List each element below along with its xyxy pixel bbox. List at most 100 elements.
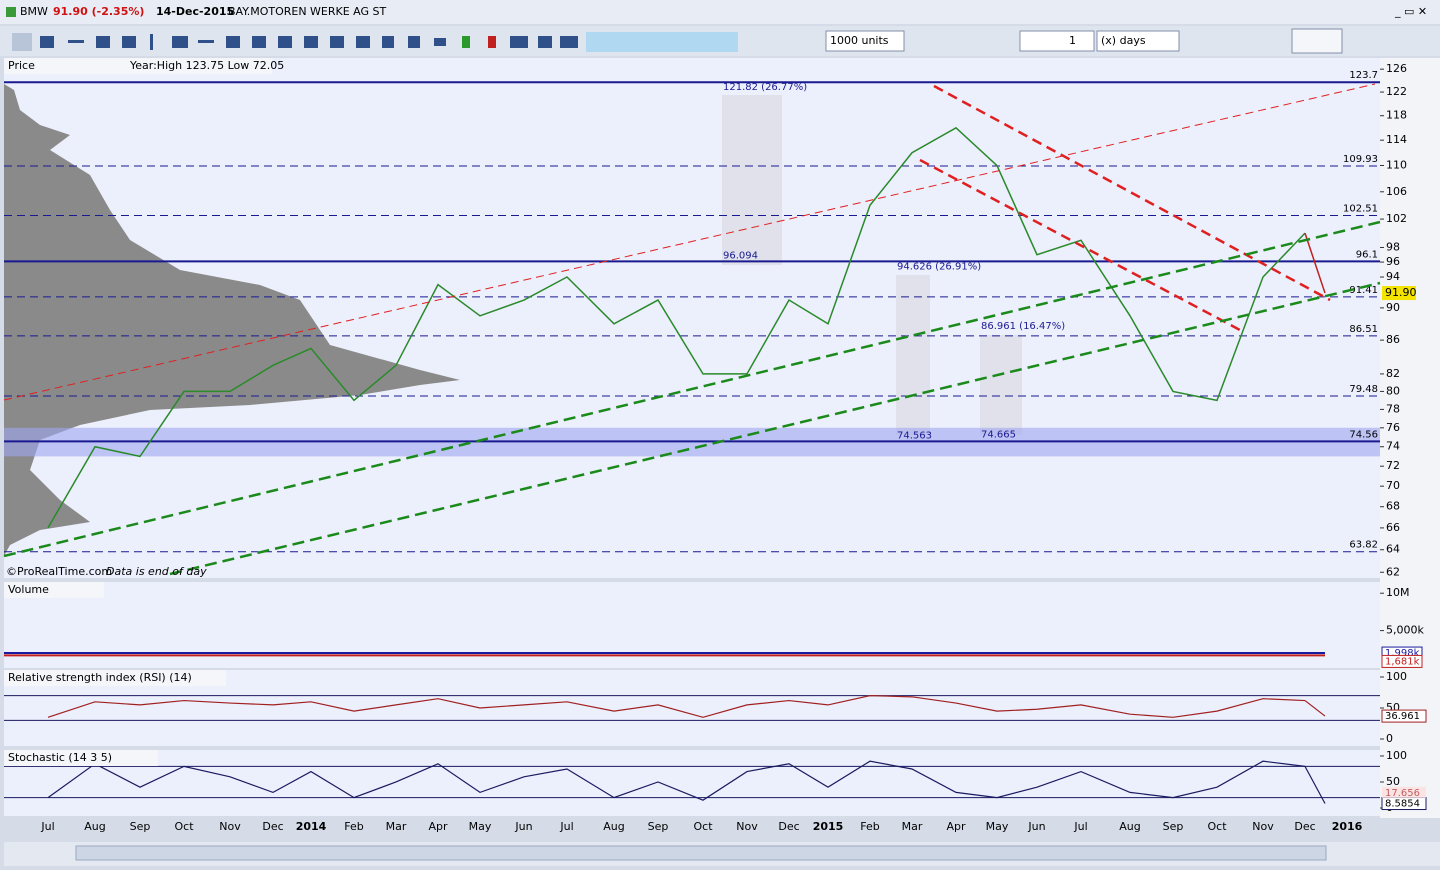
y-tick-label: 5,000k	[1386, 624, 1424, 637]
annotation: 74.563	[897, 430, 932, 441]
value-tag-label: 8.5854	[1385, 799, 1420, 810]
price-change: 91.90 (-2.35%)	[53, 5, 144, 18]
x-tick-label: Oct	[174, 820, 194, 833]
y-tick-label: 66	[1386, 521, 1400, 534]
y-tick-label: 90	[1386, 301, 1400, 314]
annotation: 96.094	[723, 250, 758, 261]
x-tick-label: Jul	[559, 820, 573, 833]
x-tick-label: 2014	[296, 820, 327, 833]
instrument-name: BAY.MOTOREN WERKE AG ST	[228, 5, 387, 18]
x-tick-label: Feb	[860, 820, 879, 833]
y-tick-label: 70	[1386, 479, 1400, 492]
scroll-thumb[interactable]	[75, 845, 1327, 861]
y-tick-label: 72	[1386, 459, 1400, 472]
trend-line	[169, 281, 1381, 576]
y-tick-label: 68	[1386, 500, 1400, 513]
trend-line	[3, 83, 1376, 401]
y-tick-label: 86	[1386, 333, 1400, 346]
measure-zone	[896, 275, 930, 435]
date: 14-Dec-2015	[156, 5, 234, 18]
period-unit-select[interactable]	[1096, 30, 1180, 52]
value-tag-label: 36.961	[1385, 711, 1420, 722]
price-line	[47, 126, 1306, 529]
y-tick-label: 96	[1386, 255, 1400, 268]
annotation: 94.626 (26.91%)	[897, 261, 981, 272]
measure-zone	[980, 335, 1022, 435]
y-tick-label: 118	[1386, 109, 1407, 122]
year-range: Year:High 123.75 Low 72.05	[129, 59, 284, 72]
stochastic-line	[47, 760, 1306, 801]
units-select[interactable]	[825, 30, 905, 52]
annotation: 86.961 (16.47%)	[981, 321, 1065, 332]
y-tick-label: 76	[1386, 421, 1400, 434]
price-header	[4, 58, 272, 74]
tool-icons[interactable]	[12, 32, 738, 52]
volume-header	[4, 582, 104, 598]
y-tick-label: 50	[1386, 775, 1400, 788]
annotation: 74.665	[981, 429, 1016, 440]
price-axis-bg	[1380, 58, 1440, 818]
panel-title: Volume	[8, 583, 49, 596]
channel-line	[933, 84, 1331, 302]
note: Data is end of day	[106, 565, 207, 578]
volume-profile	[4, 84, 460, 556]
x-tick-label: May	[986, 820, 1009, 833]
channel-line	[919, 158, 1241, 332]
x-tick-label: Sep	[1163, 820, 1184, 833]
x-tick-label: 2016	[1332, 820, 1363, 833]
x-tick-label: Aug	[603, 820, 624, 833]
last-price-label: 91.90	[1385, 286, 1417, 299]
y-tick-label: 126	[1386, 62, 1407, 75]
volume-tag-label: 1,681k	[1385, 656, 1420, 667]
x-tick-label: Jun	[514, 820, 532, 833]
measure-zone	[722, 95, 782, 265]
level-label: 79.48	[1349, 384, 1378, 395]
x-tick-label: Jul	[40, 820, 54, 833]
level-label: 102.51	[1343, 204, 1378, 215]
y-tick-label: 82	[1386, 367, 1400, 380]
x-tick-label: Jul	[1073, 820, 1087, 833]
window-controls[interactable]: _ ▭ ✕	[1394, 5, 1427, 18]
value-tag-label: 17.656	[1385, 788, 1420, 799]
x-tick-label: Aug	[84, 820, 105, 833]
y-tick-label: 98	[1386, 240, 1400, 253]
symbol: BMW	[20, 5, 48, 18]
rsi-panel	[4, 670, 1380, 746]
rsi-line-last	[1304, 700, 1326, 717]
y-tick-label: 62	[1386, 565, 1400, 578]
trend-line	[3, 220, 1381, 558]
x-tick-label: Aug	[1119, 820, 1140, 833]
title-bar	[0, 0, 1440, 24]
x-tick-label: Apr	[946, 820, 966, 833]
value-tag	[1382, 786, 1426, 798]
level-label: 123.7	[1349, 70, 1378, 81]
y-tick-label: 10M	[1386, 586, 1410, 599]
chart-style-button[interactable]	[1291, 28, 1343, 54]
period-unit: (x) days	[1101, 34, 1146, 47]
x-tick-label: Nov	[1252, 820, 1274, 833]
x-tick-label: Sep	[130, 820, 151, 833]
level-label: 96.1	[1356, 249, 1378, 260]
y-tick-label: 64	[1386, 543, 1400, 556]
x-tick-label: Nov	[219, 820, 241, 833]
x-tick-label: Mar	[902, 820, 923, 833]
y-tick-label: 102	[1386, 212, 1407, 225]
y-tick-label: 100	[1386, 749, 1407, 762]
y-tick-label: 122	[1386, 85, 1407, 98]
y-tick-label: 74	[1386, 440, 1400, 453]
period-count-input[interactable]	[1019, 30, 1095, 52]
x-tick-label: Sep	[648, 820, 669, 833]
stochastic-panel	[4, 750, 1380, 816]
x-tick-label: Dec	[262, 820, 283, 833]
period-count: 1	[1069, 34, 1076, 47]
price-line-last	[1304, 232, 1326, 294]
volume-tag-label: 1,998k	[1385, 648, 1420, 659]
x-tick-label: Jun	[1027, 820, 1045, 833]
annotation: 121.82 (26.77%)	[723, 82, 807, 93]
x-tick-label: Oct	[1207, 820, 1227, 833]
units: 1000 units	[830, 34, 889, 47]
panel-title: Relative strength index (RSI) (14)	[8, 671, 192, 684]
x-tick-label: Apr	[428, 820, 448, 833]
